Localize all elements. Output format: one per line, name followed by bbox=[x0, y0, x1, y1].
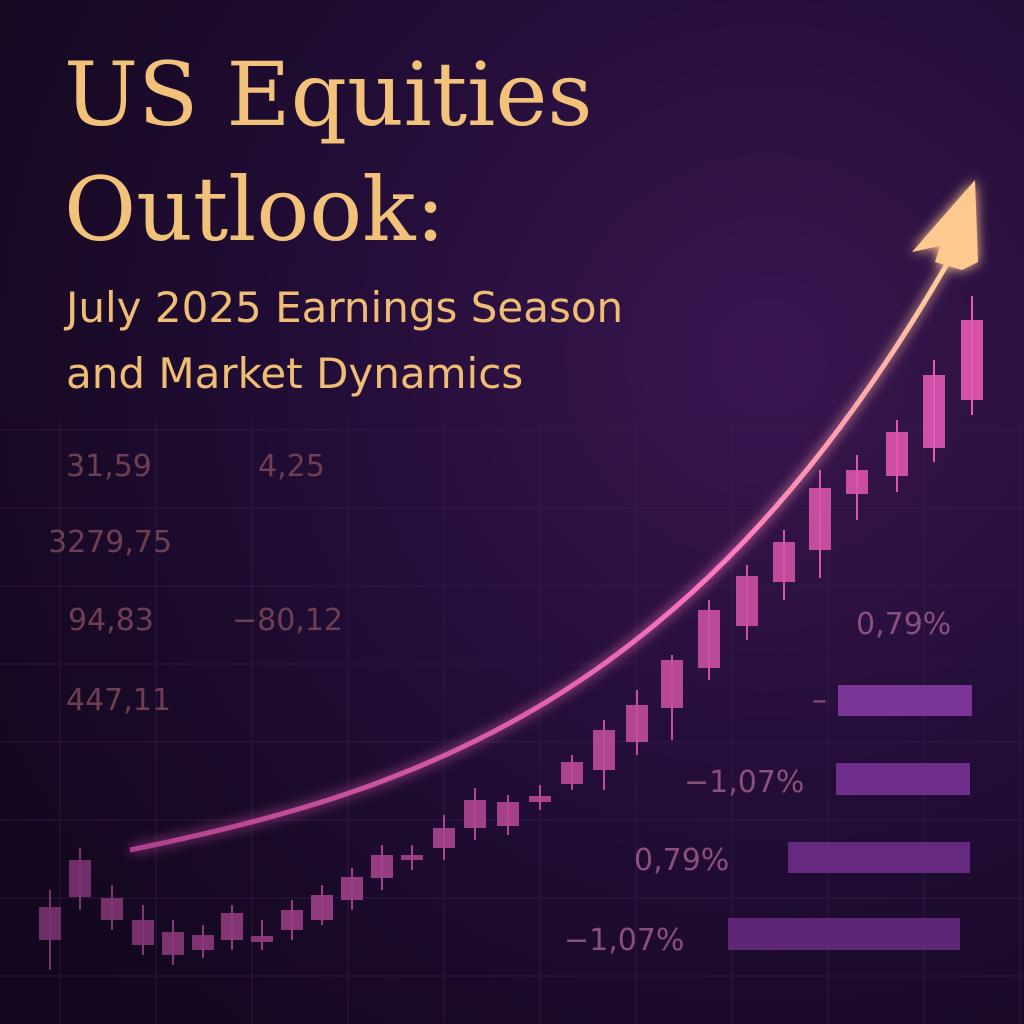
percent-label: −1,07% bbox=[684, 765, 804, 800]
candle-body bbox=[39, 907, 61, 940]
candle-body bbox=[561, 762, 583, 784]
subtitle-line: July 2025 Earnings Season bbox=[63, 283, 623, 332]
percent-label: −1,07% bbox=[564, 923, 684, 958]
candle-body bbox=[433, 828, 455, 848]
candle-body bbox=[846, 470, 868, 494]
candle-body bbox=[961, 320, 983, 400]
candle-body bbox=[886, 432, 908, 476]
candle-body bbox=[221, 913, 243, 940]
bar bbox=[728, 918, 960, 950]
arrow-head bbox=[912, 180, 978, 270]
candle-body bbox=[311, 895, 333, 920]
title-line: US Equities bbox=[64, 43, 593, 146]
candle-body bbox=[593, 730, 615, 770]
subtitle-line: and Market Dynamics bbox=[66, 349, 523, 398]
figure: 94,83 bbox=[68, 603, 154, 638]
candlesticks bbox=[39, 296, 983, 970]
percent-label: 0,79% bbox=[856, 607, 951, 642]
percent-label: 0,79% bbox=[634, 843, 729, 878]
candle-body bbox=[923, 375, 945, 448]
candle-body bbox=[809, 488, 831, 550]
percent-label: – bbox=[812, 683, 827, 718]
candle-body bbox=[281, 910, 303, 930]
figure: 4,25 bbox=[258, 449, 325, 484]
candle-body bbox=[69, 860, 91, 897]
figure: 3279,75 bbox=[48, 525, 172, 560]
bar bbox=[836, 763, 970, 795]
candle-body bbox=[529, 796, 551, 802]
candle-body bbox=[132, 920, 154, 945]
candle-body bbox=[101, 898, 123, 920]
candle-body bbox=[401, 855, 423, 860]
candle-body bbox=[736, 576, 758, 626]
figure: −80,12 bbox=[232, 603, 343, 638]
candle-body bbox=[251, 936, 273, 942]
candle-body bbox=[497, 802, 519, 826]
bar bbox=[838, 685, 972, 716]
candle-body bbox=[341, 877, 363, 900]
candle-body bbox=[371, 855, 393, 878]
candle-body bbox=[192, 935, 214, 950]
candle-body bbox=[698, 610, 720, 668]
candle-body bbox=[661, 660, 683, 708]
title-line: Outlook: bbox=[64, 158, 445, 261]
candle-body bbox=[626, 705, 648, 742]
candle-body bbox=[464, 800, 486, 828]
candle-body bbox=[773, 542, 795, 582]
figure: 31,59 bbox=[66, 449, 152, 484]
trend-arrow bbox=[129, 248, 958, 853]
figure: 447,11 bbox=[66, 683, 171, 718]
bar bbox=[788, 842, 970, 873]
candle-body bbox=[162, 932, 184, 955]
